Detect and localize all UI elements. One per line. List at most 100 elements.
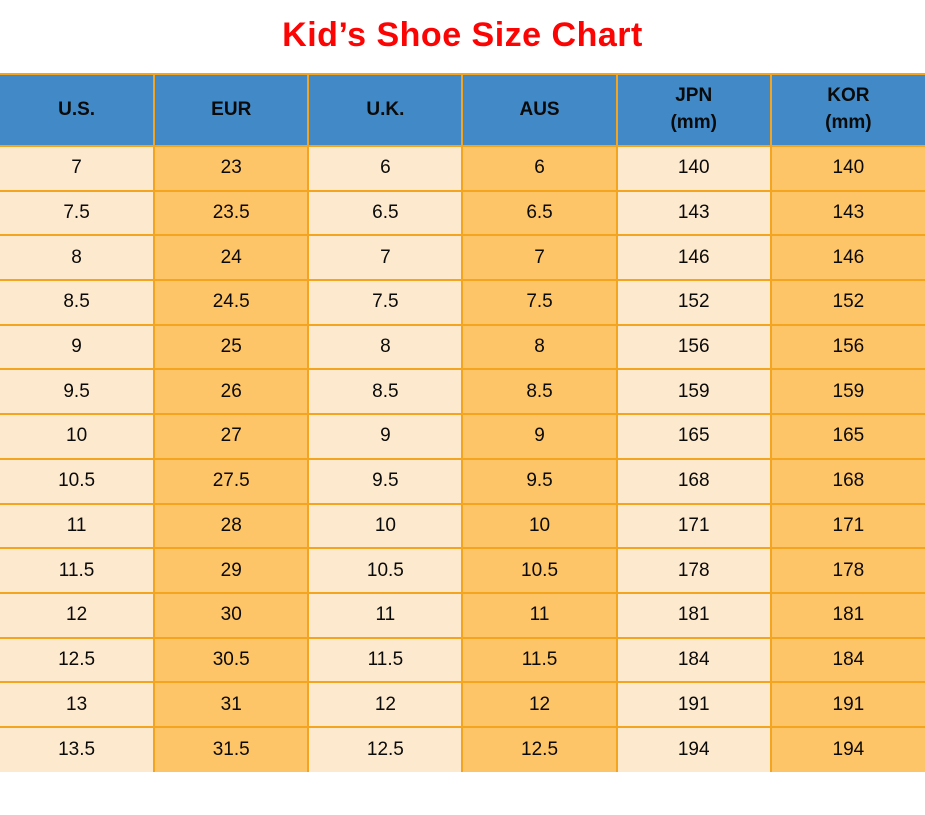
column-header-eur: EUR <box>153 73 310 147</box>
cell-uk: 9.5 <box>307 457 464 505</box>
cell-aus: 6 <box>461 145 618 192</box>
table-row: 8 24 7 7 146 146 <box>0 234 925 282</box>
column-header-label: U.K. <box>366 98 405 120</box>
page: Kid’s Shoe Size Chart U.S. EUR U.K. AUS JPN (… <box>0 16 925 772</box>
cell-jpn: 146 <box>615 234 772 282</box>
cell-aus: 11 <box>461 591 618 639</box>
table-row: 7.5 23.5 6.5 6.5 143 143 <box>0 189 925 237</box>
cell-jpn: 143 <box>615 189 772 237</box>
cell-kor: 143 <box>769 189 925 237</box>
cell-us: 12.5 <box>0 636 156 684</box>
cell-eur: 27 <box>153 413 310 460</box>
cell-jpn: 140 <box>615 145 772 192</box>
cell-aus: 9.5 <box>461 457 618 505</box>
column-header-unit: (mm) <box>670 112 717 133</box>
cell-us: 13.5 <box>0 725 156 772</box>
cell-jpn: 181 <box>615 591 772 639</box>
cell-eur: 23.5 <box>153 189 310 237</box>
table-row: 10 27 9 9 165 165 <box>0 413 925 460</box>
cell-us: 13 <box>0 681 156 728</box>
cell-eur: 28 <box>153 502 310 550</box>
cell-us: 11.5 <box>0 547 156 594</box>
cell-eur: 24 <box>153 234 310 282</box>
cell-kor: 140 <box>769 145 925 192</box>
cell-uk: 10 <box>307 502 464 550</box>
cell-uk: 8.5 <box>307 368 464 416</box>
cell-eur: 25 <box>153 323 310 371</box>
cell-uk: 7.5 <box>307 279 464 326</box>
table-row: 11 28 10 10 171 171 <box>0 502 925 550</box>
cell-uk: 7 <box>307 234 464 282</box>
table-row: 11.5 29 10.5 10.5 178 178 <box>0 547 925 594</box>
column-header-us: U.S. <box>0 73 156 147</box>
shoe-size-table: U.S. EUR U.K. AUS JPN (mm) KOR (mm) 7 23 6 6 140 140… <box>0 73 925 772</box>
cell-jpn: 165 <box>615 413 772 460</box>
table-row: 7 23 6 6 140 140 <box>0 145 925 192</box>
cell-us: 9 <box>0 323 156 371</box>
table-row: 8.5 24.5 7.5 7.5 152 152 <box>0 279 925 326</box>
cell-uk: 12 <box>307 681 464 728</box>
cell-aus: 12.5 <box>461 725 618 772</box>
table-row: 9 25 8 8 156 156 <box>0 323 925 371</box>
cell-jpn: 178 <box>615 547 772 594</box>
column-header-uk: U.K. <box>307 73 464 147</box>
cell-eur: 31 <box>153 681 310 728</box>
cell-jpn: 191 <box>615 681 772 728</box>
cell-uk: 9 <box>307 413 464 460</box>
cell-uk: 6.5 <box>307 189 464 237</box>
cell-kor: 168 <box>769 457 925 505</box>
page-title: Kid’s Shoe Size Chart <box>282 16 643 54</box>
cell-aus: 7 <box>461 234 618 282</box>
table-row: 12 30 11 11 181 181 <box>0 591 925 639</box>
cell-aus: 10 <box>461 502 618 550</box>
cell-us: 12 <box>0 591 156 639</box>
cell-eur: 30.5 <box>153 636 310 684</box>
cell-kor: 165 <box>769 413 925 460</box>
column-header-jpn: JPN (mm) <box>615 73 772 147</box>
cell-kor: 152 <box>769 279 925 326</box>
cell-us: 9.5 <box>0 368 156 416</box>
cell-kor: 156 <box>769 323 925 371</box>
column-header-label: JPN <box>675 85 713 107</box>
header-row: U.S. EUR U.K. AUS JPN (mm) KOR (mm) <box>0 73 925 147</box>
column-header-label: AUS <box>519 98 560 120</box>
cell-aus: 10.5 <box>461 547 618 594</box>
cell-kor: 146 <box>769 234 925 282</box>
cell-us: 7.5 <box>0 189 156 237</box>
cell-aus: 8 <box>461 323 618 371</box>
cell-jpn: 156 <box>615 323 772 371</box>
cell-jpn: 184 <box>615 636 772 684</box>
cell-kor: 159 <box>769 368 925 416</box>
cell-kor: 191 <box>769 681 925 728</box>
column-header-aus: AUS <box>461 73 618 147</box>
table-row: 13 31 12 12 191 191 <box>0 681 925 728</box>
cell-eur: 23 <box>153 145 310 192</box>
table-header: U.S. EUR U.K. AUS JPN (mm) KOR (mm) <box>0 73 925 147</box>
cell-jpn: 171 <box>615 502 772 550</box>
cell-kor: 181 <box>769 591 925 639</box>
cell-kor: 178 <box>769 547 925 594</box>
cell-jpn: 194 <box>615 725 772 772</box>
cell-eur: 31.5 <box>153 725 310 772</box>
column-header-label: KOR <box>827 85 870 107</box>
column-header-unit: (mm) <box>825 112 872 133</box>
cell-uk: 12.5 <box>307 725 464 772</box>
cell-aus: 9 <box>461 413 618 460</box>
column-header-label: EUR <box>211 98 252 120</box>
cell-us: 8.5 <box>0 279 156 326</box>
table-row: 10.5 27.5 9.5 9.5 168 168 <box>0 457 925 505</box>
cell-eur: 27.5 <box>153 457 310 505</box>
cell-aus: 12 <box>461 681 618 728</box>
cell-aus: 7.5 <box>461 279 618 326</box>
cell-uk: 11 <box>307 591 464 639</box>
cell-us: 11 <box>0 502 156 550</box>
table-row: 12.5 30.5 11.5 11.5 184 184 <box>0 636 925 684</box>
cell-uk: 8 <box>307 323 464 371</box>
cell-aus: 8.5 <box>461 368 618 416</box>
cell-jpn: 159 <box>615 368 772 416</box>
cell-us: 10 <box>0 413 156 460</box>
cell-us: 7 <box>0 145 156 192</box>
cell-jpn: 152 <box>615 279 772 326</box>
cell-eur: 29 <box>153 547 310 594</box>
cell-kor: 194 <box>769 725 925 772</box>
